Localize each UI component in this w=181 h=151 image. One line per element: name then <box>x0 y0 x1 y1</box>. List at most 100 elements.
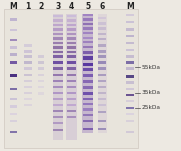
Bar <box>98 33 106 35</box>
Bar <box>98 22 106 25</box>
Text: 55kDa: 55kDa <box>141 65 160 70</box>
Bar <box>24 98 32 100</box>
Bar <box>67 80 76 82</box>
Bar <box>10 39 17 42</box>
Bar <box>10 29 17 31</box>
Bar <box>126 14 134 16</box>
Bar <box>126 35 134 37</box>
Bar <box>37 86 44 88</box>
Bar <box>126 55 134 58</box>
Bar <box>67 15 76 17</box>
Bar <box>98 61 106 64</box>
Bar <box>83 51 93 54</box>
Bar <box>24 50 32 53</box>
Bar <box>53 28 63 31</box>
Bar <box>98 128 106 130</box>
Bar <box>98 74 106 76</box>
Bar <box>53 15 63 17</box>
Bar <box>24 86 32 88</box>
Bar <box>98 17 106 19</box>
Bar <box>53 51 63 53</box>
Bar <box>10 46 17 49</box>
Bar <box>37 74 44 76</box>
Bar <box>126 120 134 122</box>
Bar <box>53 33 63 35</box>
Bar <box>98 111 106 113</box>
Bar <box>66 14 77 140</box>
Bar <box>24 61 32 64</box>
Bar <box>67 33 76 35</box>
Bar <box>10 53 17 56</box>
Bar <box>67 92 76 94</box>
Bar <box>53 122 63 124</box>
Bar <box>67 28 76 31</box>
Bar <box>37 61 44 64</box>
Bar <box>67 86 76 88</box>
Bar <box>53 14 63 140</box>
Bar <box>67 24 76 26</box>
Bar <box>98 104 106 106</box>
Text: 35kDa: 35kDa <box>141 90 160 95</box>
Bar <box>10 74 17 77</box>
Bar <box>24 92 32 94</box>
Bar <box>98 14 107 133</box>
Bar <box>126 88 134 90</box>
Bar <box>53 42 63 44</box>
Bar <box>24 74 32 76</box>
Bar <box>53 80 63 82</box>
Bar <box>67 98 76 100</box>
Bar <box>10 98 17 100</box>
Bar <box>67 55 76 58</box>
Bar <box>53 116 63 118</box>
Bar <box>98 27 106 30</box>
Text: 5: 5 <box>85 2 90 11</box>
Bar <box>67 61 76 64</box>
Bar <box>126 107 134 109</box>
Bar <box>83 108 93 111</box>
Bar <box>98 67 106 70</box>
Bar <box>83 114 93 116</box>
Bar <box>126 94 134 96</box>
Bar <box>10 88 17 90</box>
Bar <box>83 68 93 71</box>
Bar <box>98 92 106 94</box>
Bar <box>83 80 93 83</box>
Bar <box>24 80 32 82</box>
Bar <box>37 55 44 58</box>
Bar <box>10 113 17 115</box>
Bar <box>98 80 106 82</box>
Text: 4: 4 <box>69 2 74 11</box>
Bar <box>53 67 63 70</box>
Bar <box>10 131 17 133</box>
Bar <box>126 28 134 31</box>
Bar <box>10 120 17 122</box>
Bar <box>24 67 32 70</box>
Text: 6: 6 <box>100 2 105 11</box>
Bar <box>83 46 93 48</box>
Bar <box>10 18 17 21</box>
Bar <box>83 23 93 25</box>
Text: M: M <box>127 2 134 11</box>
Text: M: M <box>10 2 17 11</box>
Bar <box>126 131 134 133</box>
Bar <box>10 61 17 64</box>
Bar <box>67 116 76 118</box>
Bar <box>67 110 76 112</box>
Bar <box>98 50 106 53</box>
Bar <box>24 55 32 58</box>
Bar <box>67 46 76 49</box>
Bar <box>126 67 134 70</box>
Bar <box>53 86 63 88</box>
Bar <box>98 120 106 122</box>
Text: 25kDa: 25kDa <box>141 105 160 111</box>
Bar <box>67 74 76 76</box>
Text: 1: 1 <box>25 2 31 11</box>
Bar <box>126 113 134 115</box>
Bar <box>37 67 44 70</box>
Bar <box>83 128 93 130</box>
Bar <box>10 105 17 108</box>
Bar <box>83 27 93 30</box>
Bar <box>4 9 138 148</box>
Bar <box>37 80 44 82</box>
Text: 2: 2 <box>38 2 43 11</box>
